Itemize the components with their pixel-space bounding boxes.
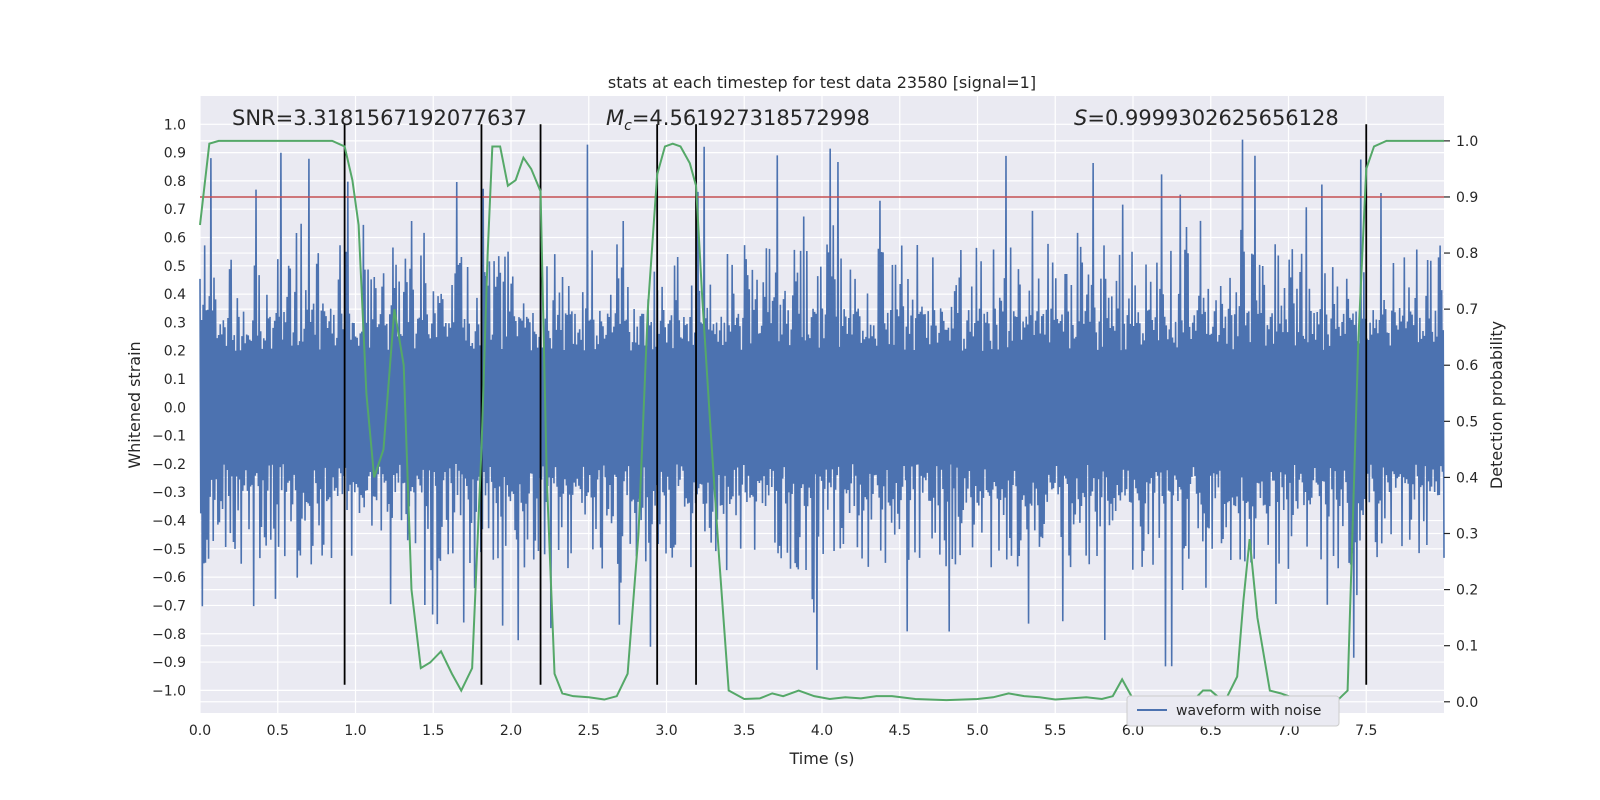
x-tick-label-4: 2.0 — [500, 723, 522, 739]
x-tick-label-15: 7.5 — [1355, 723, 1377, 739]
y-left-tick-label-4: −0.6 — [152, 570, 186, 586]
y-left-tick-label-9: −0.1 — [152, 429, 186, 445]
legend-box — [1126, 695, 1340, 727]
x-tick-label-7: 3.5 — [733, 723, 755, 739]
y-right-tick-label-1: 0.1 — [1456, 639, 1478, 655]
y-left-tick-label-8: −0.2 — [152, 457, 186, 473]
x-tick-label-10: 5.0 — [966, 723, 988, 739]
y-right-tick-label-0: 0.0 — [1456, 695, 1478, 711]
x-tick-label-13: 6.5 — [1200, 723, 1222, 739]
y-left-tick-label-20: 1.0 — [164, 117, 186, 133]
y-left-tick-label-10: 0.0 — [164, 400, 186, 416]
x-tick-label-14: 7.0 — [1277, 723, 1299, 739]
y-axis-right-label: Detection probability — [1487, 321, 1506, 489]
x-tick-label-6: 3.0 — [655, 723, 677, 739]
y-right-tick-label-7: 0.7 — [1456, 302, 1478, 318]
y-right-tick-label-8: 0.8 — [1456, 246, 1478, 262]
y-left-tick-label-3: −0.7 — [152, 598, 186, 614]
s-annotation: S=0.9999302625656128 — [1074, 106, 1339, 130]
y-left-tick-label-12: 0.2 — [164, 344, 186, 360]
s-value: =0.9999302625656128 — [1087, 106, 1338, 130]
x-tick-label-9: 4.5 — [889, 723, 911, 739]
x-axis-ticks: 0.0 0.5 1.0 1.5 2.0 2.5 3.0 3.5 4.0 4.5 5.0 5.5 6.0 6… — [189, 723, 1378, 739]
y-left-tick-label-6: −0.4 — [152, 514, 186, 530]
y-left-tick-label-11: 0.1 — [164, 372, 186, 388]
legend: waveform with noise — [1126, 695, 1340, 727]
chirp-mass-value: =4.561927318572998 — [632, 106, 870, 130]
y-left-tick-label-5: −0.5 — [152, 542, 186, 558]
s-symbol: S — [1074, 106, 1087, 130]
y-left-tick-label-7: −0.3 — [152, 485, 186, 501]
y-right-tick-label-9: 0.9 — [1456, 190, 1478, 206]
y-right-tick-label-3: 0.3 — [1456, 527, 1478, 543]
chirp-mass-annotation: Mc=4.561927318572998 — [606, 106, 870, 134]
y-left-tick-label-1: −0.9 — [152, 655, 186, 671]
waveform-line — [199, 139, 1445, 670]
x-tick-label-11: 5.5 — [1044, 723, 1066, 739]
x-axis-label: Time (s) — [788, 749, 854, 768]
x-tick-label-5: 2.5 — [578, 723, 600, 739]
x-tick-label-3: 1.5 — [422, 723, 444, 739]
y-left-tick-label-19: 0.9 — [164, 146, 186, 162]
y-left-tick-label-2: −0.8 — [152, 627, 186, 643]
y-left-tick-label-13: 0.3 — [164, 315, 186, 331]
x-tick-label-1: 0.5 — [267, 723, 289, 739]
snr-annotation: SNR=3.3181567192077637 — [232, 106, 527, 130]
y-right-tick-label-4: 0.4 — [1456, 470, 1478, 486]
y-right-tick-label-2: 0.2 — [1456, 583, 1478, 599]
chirp-mass-subscript: c — [624, 118, 632, 134]
chart-title: stats at each timestep for test data 235… — [608, 73, 1036, 92]
y-axis-left-ticks: −1.0 −0.9 −0.8 −0.7 −0.6 −0.5 −0.4 −0.3 −0.2 −0.1… — [152, 117, 186, 699]
x-tick-label-0: 0.0 — [189, 723, 211, 739]
y-left-tick-label-15: 0.5 — [164, 259, 186, 275]
y-left-tick-label-16: 0.6 — [164, 231, 186, 247]
y-left-tick-label-18: 0.8 — [164, 174, 186, 190]
waveform-series — [199, 139, 1445, 670]
legend-label: waveform with noise — [1176, 703, 1321, 719]
y-left-tick-label-17: 0.7 — [164, 202, 186, 218]
x-tick-label-8: 4.0 — [811, 723, 833, 739]
y-right-tick-label-10: 1.0 — [1456, 134, 1478, 150]
y-right-tick-label-6: 0.6 — [1456, 358, 1478, 374]
chirp-mass-symbol: M — [606, 106, 624, 130]
y-left-tick-label-0: −1.0 — [152, 683, 186, 699]
y-axis-right-ticks: 0.0 0.1 0.2 0.3 0.4 0.5 0.6 0.7 0.8 0.9 1.0 — [1444, 134, 1478, 711]
x-tick-label-2: 1.0 — [344, 723, 366, 739]
y-left-tick-label-14: 0.4 — [164, 287, 186, 303]
y-right-tick-label-5: 0.5 — [1456, 414, 1478, 430]
y-axis-left-label: Whitened strain — [125, 341, 144, 468]
x-tick-label-12: 6.0 — [1122, 723, 1144, 739]
